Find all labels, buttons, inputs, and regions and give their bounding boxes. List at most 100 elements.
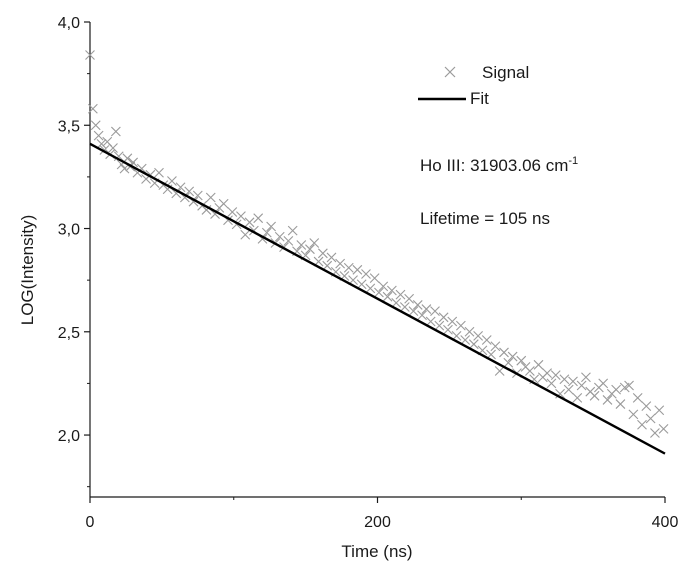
signal-point — [110, 126, 121, 137]
signal-point — [417, 310, 427, 321]
signal-point — [632, 392, 643, 403]
signal-point — [654, 405, 665, 416]
signal-point — [382, 291, 393, 302]
signal-point — [374, 287, 384, 298]
signal-point — [568, 376, 578, 387]
signal-point — [494, 366, 505, 376]
signal-point — [119, 163, 130, 174]
signal-point — [343, 262, 354, 273]
x-axis-label: Time (ns) — [341, 542, 412, 561]
legend: Signal Fit — [418, 63, 529, 108]
signal-point — [658, 423, 669, 434]
signal-point — [399, 302, 410, 312]
signal-point — [611, 384, 622, 395]
signal-point — [533, 359, 544, 370]
signal-point — [93, 130, 104, 141]
signal-point — [434, 320, 445, 331]
legend-signal-marker — [444, 66, 456, 78]
signal-point — [598, 378, 609, 389]
signal-point — [490, 341, 501, 352]
signal-point — [468, 339, 479, 350]
y-ticks: 2,0 2,5 3,0 3,5 4,0 — [58, 15, 90, 488]
legend-signal-label: Signal — [482, 63, 529, 82]
signal-point — [615, 399, 626, 409]
signal-point — [85, 50, 95, 60]
signal-point — [550, 370, 561, 381]
ion-annotation: Ho III: 31903.06 cm-1 — [420, 155, 578, 175]
signal-point — [365, 283, 376, 294]
signal-point — [641, 401, 652, 412]
signal-point — [542, 368, 553, 378]
signal-point — [227, 207, 238, 217]
signal-point — [361, 269, 371, 279]
signal-point — [326, 252, 337, 263]
signal-point — [378, 281, 389, 292]
ion-annotation-text: Ho III: 31903.06 cm — [420, 156, 568, 175]
fit-line — [89, 142, 666, 455]
signal-point — [335, 258, 346, 269]
signal-point — [464, 326, 475, 337]
signal-point — [455, 320, 466, 331]
signal-point — [421, 304, 432, 314]
y-tick-label: 4,0 — [58, 15, 80, 32]
signal-point — [96, 138, 107, 149]
signal-point — [113, 151, 124, 162]
x-tick-label: 0 — [86, 514, 95, 531]
signal-point — [637, 419, 647, 430]
legend-fit-label: Fit — [470, 89, 489, 108]
signal-point — [236, 211, 246, 222]
signal-point — [305, 244, 315, 255]
signal-point — [443, 324, 453, 335]
signal-point — [602, 395, 613, 405]
signal-point — [244, 217, 255, 228]
signal-point — [546, 378, 557, 389]
signal-point — [352, 264, 363, 275]
signal-point — [516, 355, 527, 366]
signal-point — [309, 238, 320, 248]
signal-point — [412, 300, 423, 310]
x-ticks: 0 200 400 — [86, 497, 679, 531]
signal-point — [240, 229, 251, 240]
signal-point — [645, 413, 656, 424]
signal-point — [218, 198, 229, 209]
signal-point — [266, 221, 277, 232]
signal-point — [205, 192, 216, 203]
signal-point — [581, 372, 591, 383]
signal-point — [253, 213, 264, 224]
signal-point — [90, 120, 101, 131]
signal-point — [438, 312, 449, 323]
signal-point — [576, 380, 587, 391]
signal-point — [524, 366, 535, 376]
signal-point — [296, 240, 307, 250]
signal-point — [108, 143, 118, 153]
lifetime-annotation: Lifetime = 105 ns — [420, 209, 550, 228]
signal-point — [210, 209, 220, 219]
signal-point — [430, 306, 440, 317]
signal-point — [503, 357, 514, 368]
axes-frame — [89, 22, 665, 498]
legend-x-marker — [444, 66, 456, 78]
signal-point — [624, 380, 634, 391]
y-tick-label: 3,5 — [58, 118, 80, 135]
signal-point — [154, 167, 164, 178]
signal-point — [447, 316, 458, 327]
signal-series — [85, 50, 669, 438]
x-tick-label: 200 — [364, 514, 391, 531]
signal-point — [317, 248, 328, 259]
signal-point — [283, 236, 294, 246]
signal-point — [386, 285, 397, 296]
signal-point — [473, 331, 484, 341]
signal-point — [261, 227, 272, 238]
signal-point — [136, 163, 147, 174]
y-axis-label: LOG(Intensity) — [18, 215, 37, 326]
signal-point — [192, 190, 203, 201]
signal-point — [369, 273, 380, 283]
x-tick-label: 400 — [652, 514, 679, 531]
y-tick-label: 2,0 — [58, 428, 80, 445]
signal-point — [563, 384, 574, 395]
signal-point — [589, 390, 600, 401]
signal-point — [628, 409, 639, 420]
signal-point — [499, 347, 509, 358]
signal-point — [167, 176, 177, 186]
